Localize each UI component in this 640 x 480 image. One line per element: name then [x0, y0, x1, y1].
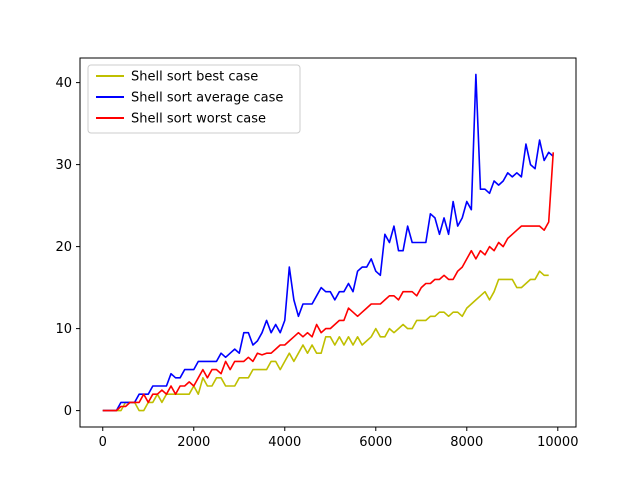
x-tick-label: 0 [99, 435, 107, 450]
x-axis: 0 2000 4000 6000 8000 10000 [99, 427, 578, 450]
series-layer [102, 73, 555, 412]
legend-label-2: Shell sort worst case [131, 112, 266, 127]
x-tick-label: 6000 [359, 435, 392, 450]
series-line-1 [102, 73, 554, 412]
series-line-2 [102, 152, 555, 412]
series-line-0 [102, 270, 549, 412]
y-tick-label: 20 [55, 240, 72, 255]
x-tick-label: 10000 [537, 435, 578, 450]
y-tick-label: 10 [55, 322, 72, 337]
plot-frame [79, 57, 577, 428]
legend-label-1: Shell sort average case [131, 91, 283, 106]
x-tick-label: 2000 [177, 435, 210, 450]
y-tick-label: 40 [55, 76, 72, 91]
legend-label-0: Shell sort best case [131, 70, 258, 85]
legend: Shell sort best case Shell sort average c… [87, 64, 301, 134]
y-tick-label: 0 [64, 404, 72, 419]
y-tick-label: 30 [55, 158, 72, 173]
y-axis: 0 10 20 30 40 [55, 76, 80, 419]
x-tick-label: 8000 [450, 435, 483, 450]
x-tick-label: 4000 [268, 435, 301, 450]
legend-box [87, 64, 301, 134]
